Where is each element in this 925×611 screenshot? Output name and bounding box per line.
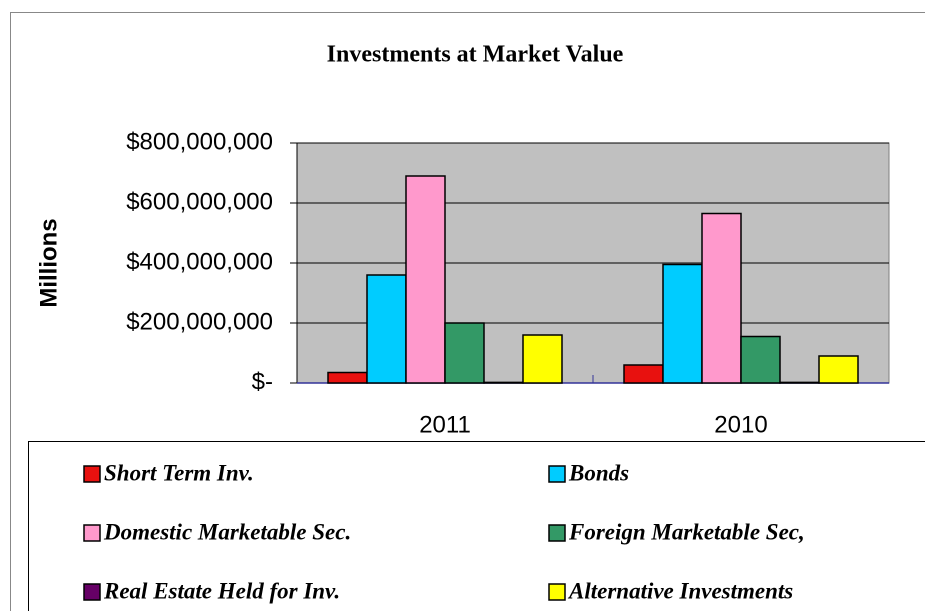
legend-swatch — [548, 524, 566, 542]
y-tick-label: $600,000,000 — [126, 188, 273, 215]
legend-label: Domestic Marketable Sec. — [103, 519, 351, 544]
chart-title: Investments at Market Value — [327, 42, 624, 68]
bar — [662, 263, 703, 384]
bar — [327, 371, 368, 384]
y-tick-label: $400,000,000 — [126, 248, 273, 275]
legend-swatch — [548, 583, 566, 601]
legend-label: Foreign Marketable Sec, — [568, 519, 805, 544]
y-axis-label: Millions — [35, 218, 62, 307]
x-tick-label: 2010 — [714, 411, 767, 438]
legend-swatch — [83, 465, 101, 483]
y-tick-label: $800,000,000 — [126, 128, 273, 155]
legend-swatch — [548, 465, 566, 483]
bar — [779, 381, 820, 384]
bar — [366, 274, 407, 384]
legend-swatch — [83, 524, 101, 542]
y-tick-label: $- — [252, 368, 273, 395]
bar — [522, 334, 563, 384]
bar — [405, 175, 446, 384]
bar — [740, 335, 781, 384]
bar — [701, 212, 742, 384]
x-tick-label: 2011 — [419, 411, 471, 438]
bar — [444, 322, 485, 384]
legend-box — [28, 441, 925, 611]
bar — [483, 381, 524, 384]
legend-label: Alternative Investments — [567, 578, 793, 603]
legend-label: Real Estate Held for Inv. — [103, 578, 340, 603]
bar — [623, 364, 664, 384]
legend-label: Bonds — [568, 460, 629, 485]
legend-swatch — [83, 583, 101, 601]
legend-label: Short Term Inv. — [104, 460, 254, 485]
y-tick-label: $200,000,000 — [126, 308, 273, 335]
bar — [818, 355, 859, 384]
